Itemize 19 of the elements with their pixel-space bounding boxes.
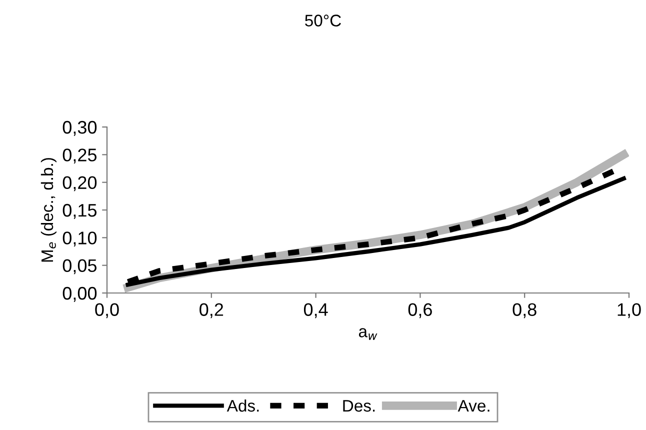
- y-tick-label: 0,10: [62, 232, 97, 247]
- x-tick-label: 0,2: [200, 303, 224, 318]
- x-tick-label: 0,8: [512, 303, 536, 318]
- y-tick-label: 0,30: [62, 120, 97, 136]
- x-tick-label: 1,0: [618, 303, 641, 318]
- legend-label: Des.: [343, 400, 375, 412]
- y-tick-label: 0,20: [62, 176, 97, 192]
- y-tick-label: 0,15: [62, 204, 97, 219]
- x-tick-label: 0,4: [304, 303, 328, 318]
- chart-title: 50°C: [305, 14, 341, 26]
- y-axis-title: M$_{e}$ (dec., d.b.): [40, 158, 56, 262]
- legend-label: Ave.: [458, 400, 490, 412]
- y-tick-label: 0,25: [62, 148, 97, 164]
- y-tick-label: 0,05: [62, 259, 97, 274]
- x-axis-title: a$_{w}$: [358, 328, 378, 340]
- legend-label: Ads.: [226, 399, 259, 412]
- y-tick-label: 0,00: [62, 286, 97, 302]
- x-tick-label: 0,0: [95, 303, 119, 318]
- x-tick-label: 0,6: [408, 303, 432, 318]
